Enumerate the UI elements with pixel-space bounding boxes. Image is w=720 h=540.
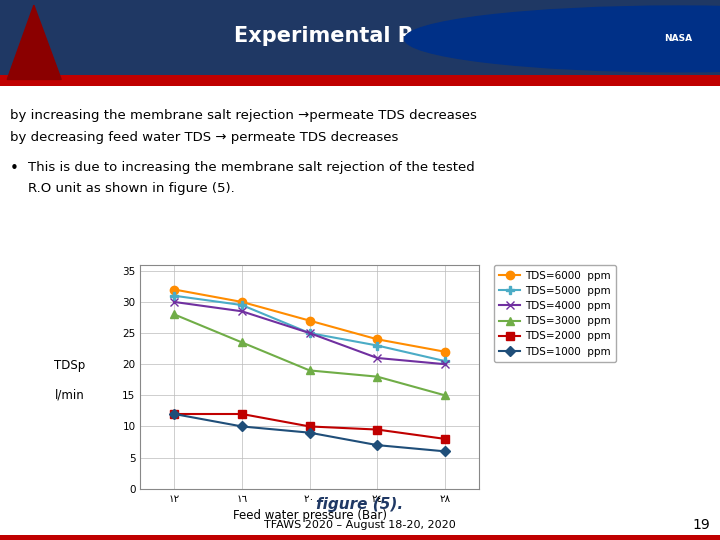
TDS=4000  ppm xyxy=(170,299,179,305)
Text: TDSp: TDSp xyxy=(54,359,85,372)
TDS=3000  ppm xyxy=(441,392,449,399)
Line: TDS=4000  ppm: TDS=4000 ppm xyxy=(170,298,449,368)
TDS=6000  ppm xyxy=(238,299,246,305)
TDS=5000  ppm xyxy=(305,330,314,336)
X-axis label: Feed water pressure (Bar): Feed water pressure (Bar) xyxy=(233,509,387,522)
TDS=2000  ppm xyxy=(238,411,246,417)
Text: 19: 19 xyxy=(692,518,710,532)
TDS=6000  ppm xyxy=(305,318,314,324)
Text: by decreasing feed water TDS → permeate TDS decreases: by decreasing feed water TDS → permeate … xyxy=(10,131,398,145)
TDS=3000  ppm xyxy=(373,374,382,380)
Text: figure (5).: figure (5). xyxy=(316,497,404,512)
Text: •: • xyxy=(10,161,19,177)
TDS=3000  ppm xyxy=(238,339,246,346)
TDS=1000  ppm xyxy=(305,429,314,436)
TDS=1000  ppm xyxy=(170,411,179,417)
Text: NASA: NASA xyxy=(664,35,693,43)
Bar xyxy=(0,535,720,540)
TDS=6000  ppm xyxy=(170,286,179,293)
TDS=5000  ppm xyxy=(373,342,382,349)
Text: l/min: l/min xyxy=(55,388,84,401)
Text: by increasing the membrane salt rejection →permeate TDS decreases: by increasing the membrane salt rejectio… xyxy=(10,110,477,123)
TDS=4000  ppm xyxy=(238,308,246,314)
Line: TDS=6000  ppm: TDS=6000 ppm xyxy=(170,285,449,356)
TDS=4000  ppm xyxy=(305,330,314,336)
TDS=1000  ppm xyxy=(238,423,246,430)
TDS=1000  ppm xyxy=(373,442,382,448)
Circle shape xyxy=(405,6,720,72)
Line: TDS=1000  ppm: TDS=1000 ppm xyxy=(171,410,449,455)
TDS=5000  ppm xyxy=(238,302,246,308)
Line: TDS=2000  ppm: TDS=2000 ppm xyxy=(170,410,449,443)
TDS=4000  ppm xyxy=(373,355,382,361)
TDS=1000  ppm xyxy=(441,448,449,455)
TDS=2000  ppm xyxy=(373,426,382,433)
TDS=2000  ppm xyxy=(170,411,179,417)
Bar xyxy=(0,75,720,86)
TDS=2000  ppm xyxy=(441,436,449,442)
Text: Experimental Results: Experimental Results xyxy=(235,26,485,46)
TDS=2000  ppm xyxy=(305,423,314,430)
TDS=5000  ppm xyxy=(170,293,179,299)
TDS=6000  ppm xyxy=(441,348,449,355)
TDS=4000  ppm xyxy=(441,361,449,367)
Text: TFAWS 2020 – August 18-20, 2020: TFAWS 2020 – August 18-20, 2020 xyxy=(264,520,456,530)
Polygon shape xyxy=(7,5,61,79)
Text: R.O unit as shown in figure (5).: R.O unit as shown in figure (5). xyxy=(28,181,235,194)
Line: TDS=5000  ppm: TDS=5000 ppm xyxy=(170,292,449,365)
TDS=6000  ppm xyxy=(373,336,382,342)
Text: This is due to increasing the membrane salt rejection of the tested: This is due to increasing the membrane s… xyxy=(28,161,474,174)
Line: TDS=3000  ppm: TDS=3000 ppm xyxy=(170,310,449,400)
TDS=5000  ppm xyxy=(441,358,449,365)
Legend: TDS=6000  ppm, TDS=5000  ppm, TDS=4000  ppm, TDS=3000  ppm, TDS=2000  ppm, TDS=1: TDS=6000 ppm, TDS=5000 ppm, TDS=4000 ppm… xyxy=(494,265,616,362)
TDS=3000  ppm xyxy=(305,367,314,374)
TDS=3000  ppm xyxy=(170,311,179,318)
